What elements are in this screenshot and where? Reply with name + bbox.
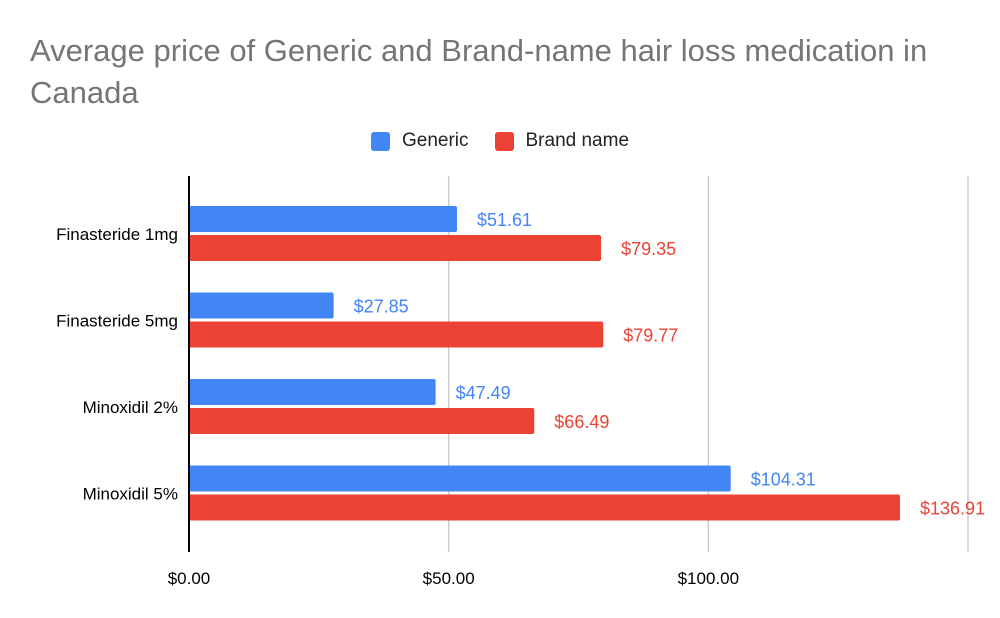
bar-generic-2 <box>189 379 436 405</box>
bar-generic-3 <box>189 465 731 492</box>
legend-item-brand-name[interactable]: Brand name <box>494 130 630 152</box>
legend-label-brand-name: Brand name <box>525 130 630 151</box>
bar-brand-name-3 <box>189 494 901 521</box>
category-label-3: Minoxidil 5% <box>83 485 178 504</box>
chart-title: Average price of Generic and Brand-name … <box>30 33 928 110</box>
data-label-generic-2: $47.49 <box>456 383 511 403</box>
data-label-brand-name-2: $66.49 <box>554 412 609 432</box>
bar-brand-name-0 <box>189 235 602 261</box>
bar-generic-0 <box>189 206 458 232</box>
category-label-2: Minoxidil 2% <box>83 398 178 417</box>
bar-generic-1 <box>189 292 334 319</box>
legend-swatch-generic <box>370 131 390 151</box>
legend-label-generic: Generic <box>401 130 469 151</box>
data-label-generic-3: $104.31 <box>751 470 816 490</box>
x-tick-label-2: $100.00 <box>678 569 739 588</box>
x-tick-label-1: $50.00 <box>423 569 475 588</box>
x-tick-label-0: $0.00 <box>168 569 211 588</box>
legend: Generic Brand name <box>0 130 1000 152</box>
data-label-brand-name-0: $79.35 <box>621 239 676 259</box>
legend-item-generic[interactable]: Generic <box>370 130 469 152</box>
legend-swatch-brand-name <box>494 131 514 151</box>
data-label-brand-name-3: $136.91 <box>920 499 985 519</box>
bar-brand-name-2 <box>189 408 535 434</box>
data-label-generic-0: $51.61 <box>477 210 532 230</box>
category-label-0: Finasteride 1mg <box>56 225 178 244</box>
data-label-generic-1: $27.85 <box>354 297 409 317</box>
bar-brand-name-1 <box>189 321 604 348</box>
category-label-1: Finasteride 5mg <box>56 312 178 331</box>
data-label-brand-name-1: $79.77 <box>623 326 678 346</box>
